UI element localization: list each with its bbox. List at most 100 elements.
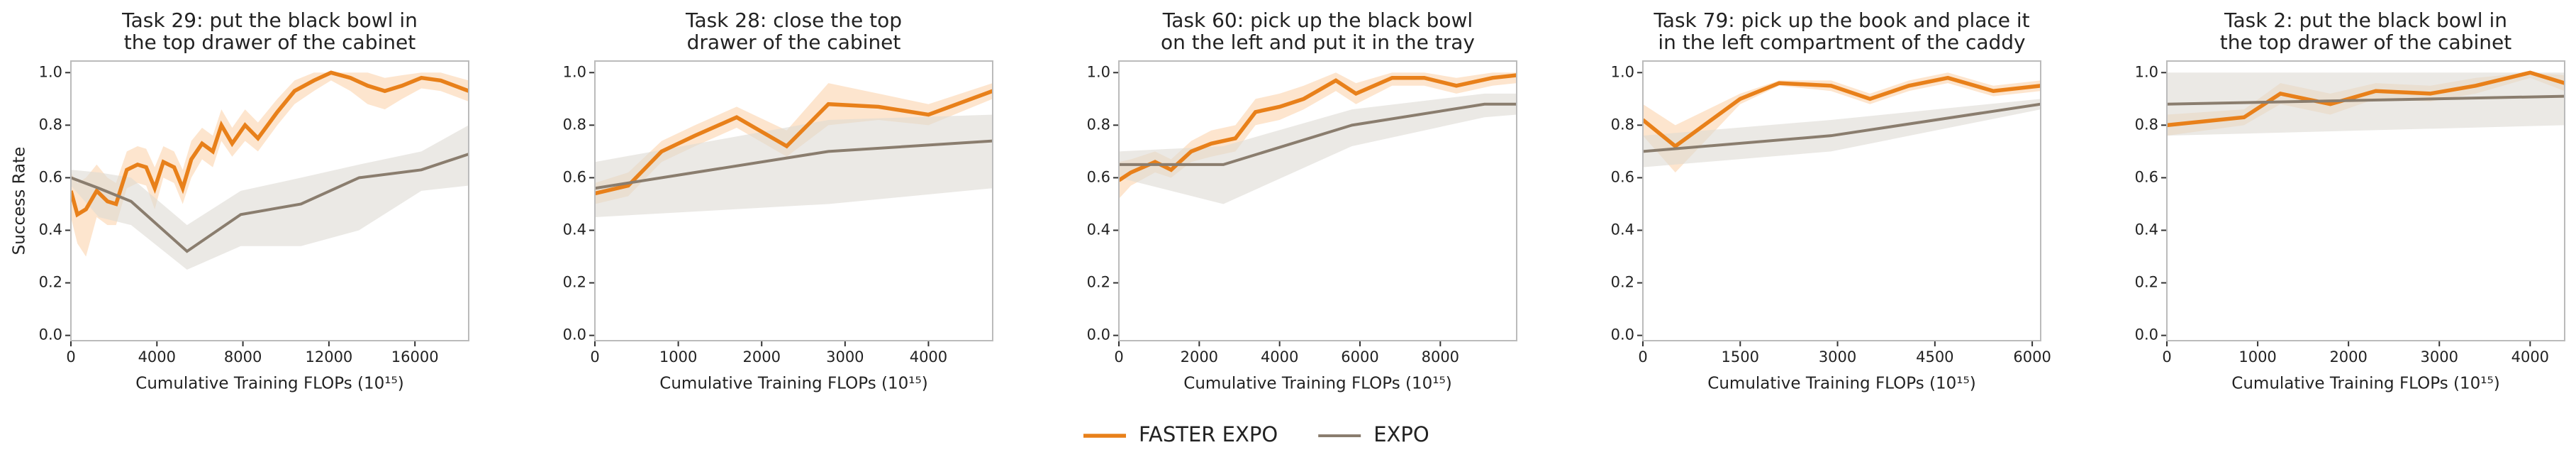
subplot-title: drawer of the cabinet [687, 31, 901, 54]
x-tick-label: 4000 [1261, 348, 1298, 366]
y-tick-label: 0.0 [563, 326, 586, 344]
y-tick-label: 0.4 [563, 221, 586, 238]
x-tick-label: 2000 [742, 348, 780, 366]
line [595, 89, 993, 196]
x-tick-label: 1000 [659, 348, 697, 366]
x-tick-label: 4000 [2511, 348, 2549, 366]
subplot-title: on the left and put it in the tray [1161, 31, 1475, 54]
x-tick-label: 0 [66, 348, 75, 366]
plot-area [71, 70, 469, 270]
x-tick-label: 0 [1114, 348, 1123, 366]
band [71, 125, 469, 270]
axes-frame [2166, 60, 2565, 341]
y-tick-label: 0.2 [563, 274, 586, 291]
y-tick-label: 0.0 [39, 326, 62, 344]
x-axis-label: Cumulative Training FLOPs (10¹⁵) [1707, 375, 1975, 393]
axes-frame [1642, 60, 2041, 341]
line [71, 153, 469, 253]
subplot-title: Task 2: put the black bowl in [2224, 9, 2507, 32]
band [1119, 72, 1517, 199]
line [1643, 75, 2041, 149]
plot-area [2167, 70, 2565, 136]
x-tick-label: 2000 [1181, 348, 1218, 366]
y-tick-label: 0.2 [2135, 274, 2158, 291]
x-axis-label: Cumulative Training FLOPs (10¹⁵) [2231, 375, 2499, 393]
x-tick-label: 6000 [2013, 348, 2051, 366]
plot-area [1643, 72, 2041, 173]
y-tick-label: 0.4 [1087, 221, 1110, 238]
y-tick-label: 0.6 [2135, 168, 2158, 185]
y-tick-label: 0.8 [39, 116, 62, 133]
y-tick-label: 0.6 [1611, 168, 1634, 185]
subplot-title: the top drawer of the cabinet [2220, 31, 2511, 54]
y-tick-label: 0.0 [2135, 326, 2158, 344]
y-tick-label: 0.8 [1611, 116, 1634, 133]
subplot-title: in the left compartment of the caddy [1658, 31, 2025, 54]
line [595, 139, 993, 190]
y-tick-label: 0.8 [2135, 116, 2158, 133]
line [1643, 102, 2041, 153]
y-tick-label: 0.0 [1611, 326, 1634, 344]
legend: FASTER EXPO EXPO [1083, 422, 1429, 446]
y-tick-label: 0.4 [39, 221, 62, 238]
x-axis-label: Cumulative Training FLOPs (10¹⁵) [1183, 375, 1451, 393]
y-axis-label: Success Rate [11, 147, 29, 256]
y-tick-label: 1.0 [1611, 63, 1634, 80]
y-tick-label: 1.0 [39, 63, 62, 80]
plot-area [595, 83, 993, 217]
x-tick-label: 6000 [1341, 348, 1378, 366]
x-tick-label: 8000 [224, 348, 262, 366]
y-tick-label: 0.2 [39, 274, 62, 291]
y-tick-label: 1.0 [563, 63, 586, 80]
line [71, 70, 469, 218]
y-tick-label: 0.4 [2135, 221, 2158, 238]
x-axis-label: Cumulative Training FLOPs (10¹⁵) [659, 375, 927, 393]
y-tick-label: 0.8 [563, 116, 586, 133]
y-tick-label: 0.4 [1611, 221, 1634, 238]
x-tick-label: 2000 [2329, 348, 2367, 366]
x-tick-label: 8000 [1422, 348, 1459, 366]
y-tick-label: 1.0 [1087, 63, 1110, 80]
y-tick-label: 0.6 [563, 168, 586, 185]
y-tick-label: 1.0 [2135, 63, 2158, 80]
x-tick-label: 16000 [391, 348, 439, 366]
line [2167, 70, 2565, 128]
x-tick-label: 3000 [1819, 348, 1856, 366]
subplot-title: Task 29: put the black bowl in [121, 9, 418, 32]
x-tick-label: 4000 [138, 348, 176, 366]
x-tick-label: 3000 [826, 348, 864, 366]
x-tick-label: 1500 [1722, 348, 1759, 366]
x-tick-label: 4500 [1916, 348, 1953, 366]
line [1119, 102, 1517, 166]
x-tick-label: 4000 [910, 348, 947, 366]
y-tick-label: 0.2 [1087, 274, 1110, 291]
y-tick-label: 0.2 [1611, 274, 1634, 291]
x-tick-label: 3000 [2421, 348, 2458, 366]
axes-frame [70, 60, 469, 341]
subplot: Task 79: pick up the book and place itin… [1611, 9, 2051, 393]
legend-label: FASTER EXPO [1139, 422, 1278, 446]
axes-frame [1118, 60, 1517, 341]
band [71, 72, 469, 257]
x-tick-label: 0 [2162, 348, 2171, 366]
subplot-title: Task 28: close the top [685, 9, 902, 32]
line [2167, 94, 2565, 106]
x-tick-label: 1000 [2238, 348, 2276, 366]
subplot-title: Task 60: pick up the black bowl [1162, 9, 1473, 32]
y-tick-label: 0.6 [39, 168, 62, 185]
legend-label: EXPO [1373, 422, 1429, 446]
subplot-title: the top drawer of the cabinet [124, 31, 416, 54]
y-tick-label: 0.8 [1087, 116, 1110, 133]
plot-area [1119, 72, 1517, 204]
axes-frame [594, 60, 993, 341]
y-tick-label: 0.0 [1087, 326, 1110, 344]
x-tick-label: 0 [1638, 348, 1647, 366]
y-tick-label: 0.6 [1087, 168, 1110, 185]
subplot-title: Task 79: pick up the book and place it [1653, 9, 2029, 32]
line [1119, 73, 1517, 182]
